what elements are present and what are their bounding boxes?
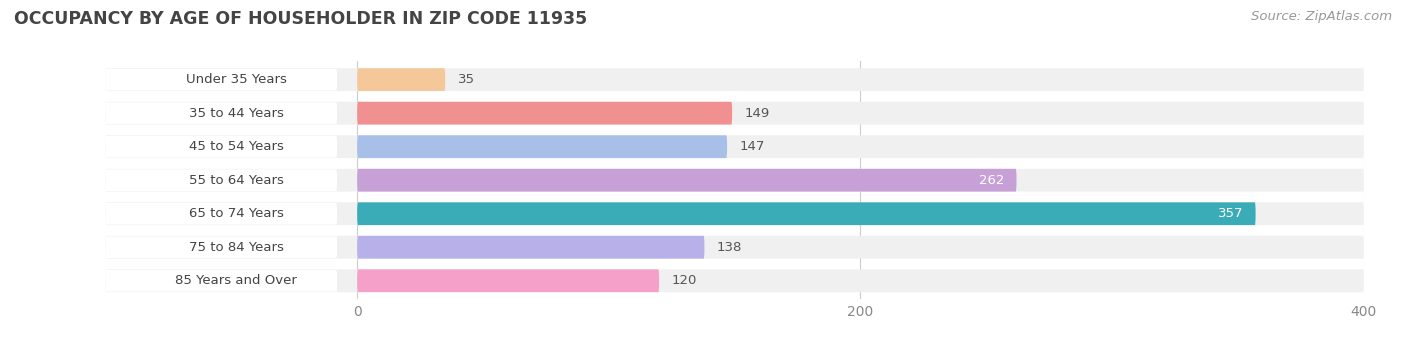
Text: 357: 357 xyxy=(1218,207,1243,220)
FancyBboxPatch shape xyxy=(105,236,1364,259)
FancyBboxPatch shape xyxy=(105,270,337,292)
Text: 138: 138 xyxy=(717,241,742,254)
Text: Source: ZipAtlas.com: Source: ZipAtlas.com xyxy=(1251,10,1392,23)
FancyBboxPatch shape xyxy=(105,203,337,224)
Text: OCCUPANCY BY AGE OF HOUSEHOLDER IN ZIP CODE 11935: OCCUPANCY BY AGE OF HOUSEHOLDER IN ZIP C… xyxy=(14,10,588,28)
FancyBboxPatch shape xyxy=(105,102,337,124)
FancyBboxPatch shape xyxy=(105,68,1364,91)
FancyBboxPatch shape xyxy=(357,102,733,124)
Text: 45 to 54 Years: 45 to 54 Years xyxy=(188,140,284,153)
Text: 55 to 64 Years: 55 to 64 Years xyxy=(188,174,284,187)
FancyBboxPatch shape xyxy=(105,169,1364,192)
Text: 149: 149 xyxy=(745,107,770,120)
FancyBboxPatch shape xyxy=(105,236,337,258)
Text: 65 to 74 Years: 65 to 74 Years xyxy=(188,207,284,220)
FancyBboxPatch shape xyxy=(105,202,1364,225)
Text: 35: 35 xyxy=(458,73,475,86)
FancyBboxPatch shape xyxy=(105,269,1364,292)
FancyBboxPatch shape xyxy=(105,136,337,157)
Text: 85 Years and Over: 85 Years and Over xyxy=(176,274,297,287)
FancyBboxPatch shape xyxy=(105,69,337,90)
Text: 75 to 84 Years: 75 to 84 Years xyxy=(188,241,284,254)
Text: Under 35 Years: Under 35 Years xyxy=(186,73,287,86)
FancyBboxPatch shape xyxy=(105,135,1364,158)
FancyBboxPatch shape xyxy=(105,169,337,191)
FancyBboxPatch shape xyxy=(357,236,704,259)
FancyBboxPatch shape xyxy=(357,68,446,91)
FancyBboxPatch shape xyxy=(357,135,727,158)
FancyBboxPatch shape xyxy=(357,202,1256,225)
Text: 35 to 44 Years: 35 to 44 Years xyxy=(188,107,284,120)
Text: 262: 262 xyxy=(979,174,1004,187)
FancyBboxPatch shape xyxy=(357,169,1017,192)
Text: 147: 147 xyxy=(740,140,765,153)
FancyBboxPatch shape xyxy=(357,269,659,292)
FancyBboxPatch shape xyxy=(105,102,1364,124)
Text: 120: 120 xyxy=(672,274,697,287)
